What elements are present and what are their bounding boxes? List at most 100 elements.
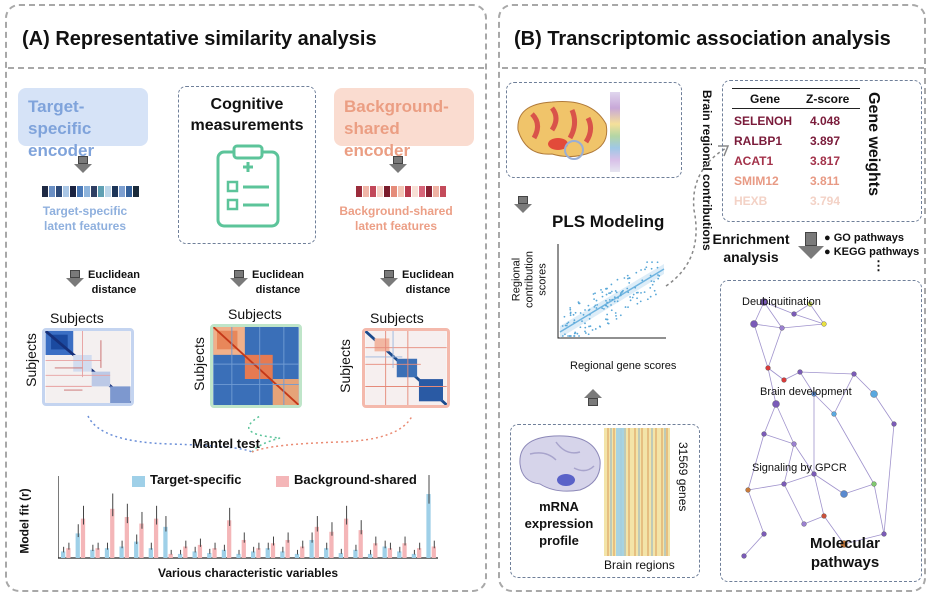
scatter-point bbox=[567, 335, 569, 337]
network-edge bbox=[853, 373, 875, 395]
scatter-point bbox=[601, 295, 604, 298]
network-edge bbox=[813, 473, 825, 517]
scatter-point bbox=[644, 268, 646, 271]
scatter-point bbox=[563, 315, 566, 318]
panel-b-divider bbox=[502, 67, 924, 69]
subjects-top-3: Subjects bbox=[370, 310, 424, 326]
scatter-point bbox=[626, 277, 629, 280]
bar-target-18 bbox=[324, 548, 329, 558]
scatter-point bbox=[569, 314, 572, 317]
arrow-enrich-head bbox=[798, 246, 824, 259]
gene-weights-box bbox=[722, 80, 922, 222]
bar-background-20 bbox=[358, 530, 363, 558]
arrow-target-down-2 bbox=[70, 270, 80, 278]
scatter-point bbox=[595, 299, 598, 302]
scatter-point bbox=[566, 322, 569, 325]
scatter-point bbox=[589, 313, 591, 316]
chart-xlabel: Various characteristic variables bbox=[158, 566, 339, 580]
scatter-point bbox=[582, 313, 585, 316]
scatter-point bbox=[578, 335, 580, 337]
network-node bbox=[750, 320, 758, 328]
network-edge bbox=[799, 371, 855, 375]
scatter-point bbox=[579, 326, 582, 329]
scatter-point bbox=[631, 296, 634, 299]
scatter-point bbox=[569, 308, 572, 311]
bar-target-2 bbox=[90, 549, 95, 558]
scatter-point bbox=[605, 299, 607, 302]
mantel-test-label: Mantel test bbox=[192, 436, 260, 451]
network-node bbox=[801, 521, 807, 527]
bar-target-24 bbox=[411, 553, 417, 558]
network-edge bbox=[793, 443, 815, 475]
bar-background-11 bbox=[227, 520, 232, 558]
scatter-point bbox=[649, 295, 652, 298]
scatter-fit-line bbox=[559, 268, 665, 333]
target-feature-strip bbox=[42, 186, 139, 197]
bar-target-16 bbox=[294, 553, 300, 558]
scatter-point bbox=[603, 307, 605, 310]
scatter-point bbox=[614, 312, 617, 314]
kegg-pathways: ● KEGG pathways bbox=[824, 246, 920, 258]
scatter-point bbox=[615, 291, 618, 294]
gene-zscore-1: 3.897 bbox=[810, 134, 841, 148]
background-encoder-label: Background-shared encoder bbox=[344, 97, 449, 160]
bar-target-7 bbox=[163, 526, 168, 558]
bar-background-13 bbox=[256, 548, 261, 558]
bar-background-2 bbox=[95, 548, 100, 558]
scatter-point bbox=[572, 313, 575, 316]
scatter-point bbox=[626, 274, 629, 277]
scatter-point bbox=[584, 309, 586, 311]
scatter-point bbox=[649, 287, 652, 289]
scatter-point bbox=[624, 306, 627, 308]
bar-background-22 bbox=[387, 548, 393, 558]
scatter-point bbox=[584, 332, 587, 334]
bar-background-0 bbox=[66, 548, 71, 558]
gene-zscore-0: 4.048 bbox=[810, 114, 841, 128]
gene-zscore-3: 3.811 bbox=[810, 174, 840, 188]
panel-a-title: (A) Representative similarity analysis bbox=[22, 28, 377, 50]
network-node bbox=[870, 390, 878, 398]
scatter-point bbox=[640, 292, 642, 294]
scatter-point bbox=[610, 309, 613, 312]
bar-background-7 bbox=[168, 553, 173, 558]
scatter-point bbox=[646, 261, 649, 263]
network-edge bbox=[783, 443, 795, 485]
gene-name-4: HEXB bbox=[734, 194, 768, 208]
network-edge bbox=[763, 403, 777, 435]
scatter-point bbox=[641, 279, 644, 282]
network-edge bbox=[753, 323, 783, 329]
brain-mesh-icon bbox=[519, 435, 601, 492]
bar-background-14 bbox=[270, 543, 276, 558]
target-heatmap bbox=[42, 328, 134, 406]
network-edge bbox=[743, 533, 765, 557]
go-pathways: ● GO pathways bbox=[824, 232, 904, 244]
scatter-point bbox=[635, 271, 638, 274]
bar-target-21 bbox=[367, 553, 373, 558]
scatter-point bbox=[657, 277, 660, 280]
scatter-point bbox=[587, 333, 590, 336]
scatter-point bbox=[622, 289, 624, 292]
scatter-point bbox=[589, 325, 592, 328]
chart-ylabel: Model fit (r) bbox=[17, 488, 32, 554]
scatter-axes bbox=[557, 244, 666, 339]
scatter-point bbox=[588, 308, 591, 311]
cognitive-heatmap bbox=[210, 324, 302, 408]
scatter-point bbox=[632, 293, 635, 296]
scatter-point bbox=[609, 292, 612, 294]
arrow-mrna-up-head bbox=[584, 389, 602, 398]
bar-background-15 bbox=[285, 539, 290, 558]
scatter-point bbox=[610, 290, 613, 293]
network-edge bbox=[783, 483, 805, 525]
scatter-point bbox=[611, 298, 614, 301]
more-ellipsis: ⋮ bbox=[872, 258, 885, 273]
panel-a-divider bbox=[8, 67, 484, 69]
bar-chart bbox=[58, 475, 438, 559]
bar-target-15 bbox=[280, 551, 285, 558]
scatter-point bbox=[651, 283, 654, 286]
network-edge bbox=[873, 483, 885, 535]
scatter-point bbox=[607, 322, 610, 325]
network-node bbox=[811, 471, 817, 477]
network-edge bbox=[833, 373, 855, 415]
brain-regional-box bbox=[506, 82, 682, 178]
euclidean-label-1: Euclidean distance bbox=[88, 269, 140, 296]
